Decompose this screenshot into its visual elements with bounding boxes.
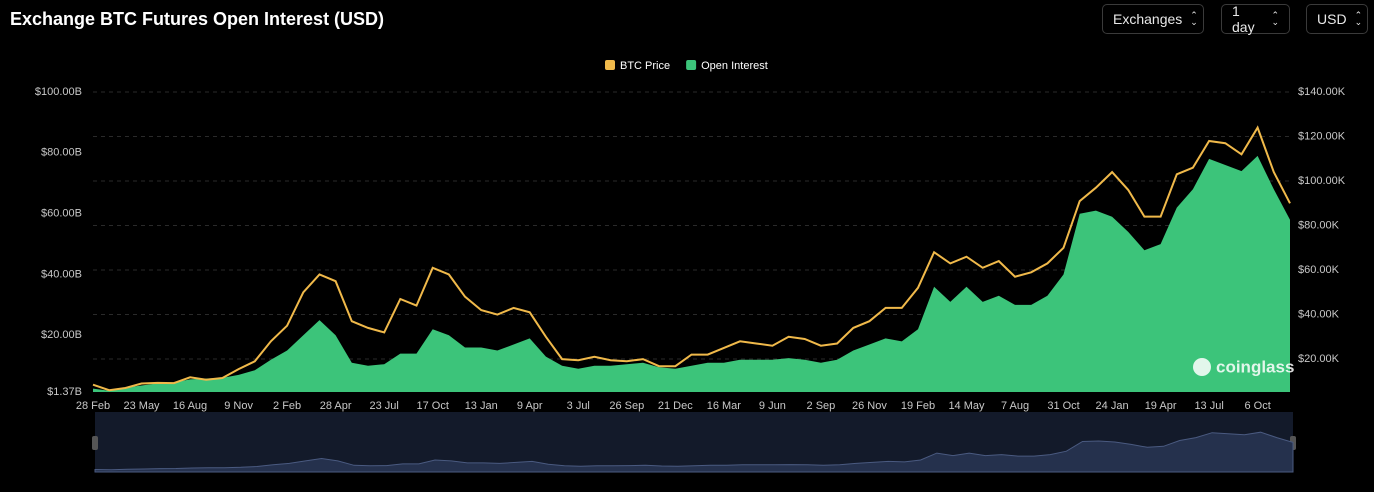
- x-tick-label: 2 Sep: [807, 400, 836, 412]
- x-tick-label: 13 Jan: [465, 400, 498, 412]
- price-line: [92, 125, 1291, 392]
- y2-tick-label: $120.00K: [1298, 130, 1346, 142]
- y2-tick-label: $100.00K: [1298, 175, 1346, 187]
- x-tick-label: 24 Jan: [1096, 400, 1129, 412]
- x-tick-label: 21 Dec: [658, 400, 693, 412]
- x-tick-label: 9 Apr: [517, 400, 543, 412]
- y-tick-label: $100.00B: [35, 86, 82, 98]
- y2-tick-label: $140.00K: [1298, 86, 1346, 98]
- y2-tick-label: $20.00K: [1298, 353, 1340, 365]
- select-label: 1 day: [1232, 3, 1255, 35]
- x-tick-label: 16 Aug: [173, 400, 207, 412]
- exchanges-select[interactable]: Exchanges ⌃ ⌄: [1102, 4, 1204, 34]
- interval-select[interactable]: 1 day ⌃ ⌄: [1221, 3, 1290, 35]
- x-tick-label: 23 Jul: [369, 400, 398, 412]
- chevron: ⌃ ⌄: [1190, 10, 1198, 27]
- legend-label: BTC Price: [620, 60, 670, 72]
- chevron: ⌃ ⌄: [1271, 10, 1279, 27]
- y-tick-label: $40.00B: [41, 268, 82, 280]
- x-tick-label: 26 Sep: [609, 400, 644, 412]
- x-tick-label: 7 Aug: [1001, 400, 1029, 412]
- watermark: coinglass: [1216, 357, 1294, 376]
- x-tick-label: 9 Nov: [224, 400, 253, 412]
- x-tick-label: 13 Jul: [1194, 400, 1223, 412]
- y-tick-label: $60.00B: [41, 208, 82, 220]
- x-tick-label: 23 May: [123, 400, 160, 412]
- x-tick-label: 6 Oct: [1245, 400, 1271, 412]
- navigator-handle: [92, 436, 98, 450]
- navigator-handle: [1290, 436, 1296, 450]
- y-tick-label: $20.00B: [41, 329, 82, 341]
- x-tick-label: 14 May: [948, 400, 985, 412]
- select-label: USD: [1317, 11, 1347, 27]
- navigator-area: [94, 431, 1294, 473]
- x-tick-label: 16 Mar: [707, 400, 742, 412]
- oi-area: [93, 155, 1290, 392]
- legend-swatch: [686, 60, 697, 70]
- x-tick-label: 19 Feb: [901, 400, 935, 412]
- x-tick-label: 9 Jun: [759, 400, 786, 412]
- y2-tick-label: $60.00K: [1298, 264, 1340, 276]
- watermark-icon: [1193, 358, 1211, 376]
- legend-label: Open Interest: [701, 60, 768, 72]
- x-tick-label: 19 Apr: [1145, 400, 1177, 412]
- x-tick-label: 26 Nov: [852, 400, 887, 412]
- y-tick-label: $1.37B: [47, 386, 82, 398]
- navigator: [95, 412, 1293, 472]
- chart-title: Exchange BTC Futures Open Interest (USD): [10, 9, 384, 29]
- y-tick-label: $80.00B: [41, 147, 82, 159]
- x-tick-label: 28 Apr: [320, 400, 352, 412]
- chevron: ⌃ ⌄: [1354, 10, 1363, 27]
- legend-swatch: [605, 60, 615, 70]
- y2-tick-label: $40.00K: [1298, 308, 1340, 320]
- y2-tick-label: $80.00K: [1298, 219, 1340, 231]
- x-tick-label: 17 Oct: [416, 400, 448, 412]
- x-tick-label: 2 Feb: [273, 400, 301, 412]
- x-tick-label: 31 Oct: [1047, 400, 1079, 412]
- currency-select[interactable]: USD ⌃ ⌄: [1306, 4, 1368, 34]
- x-tick-label: 3 Jul: [567, 400, 590, 412]
- x-tick-label: 28 Feb: [76, 400, 110, 412]
- select-label: Exchanges: [1113, 11, 1183, 27]
